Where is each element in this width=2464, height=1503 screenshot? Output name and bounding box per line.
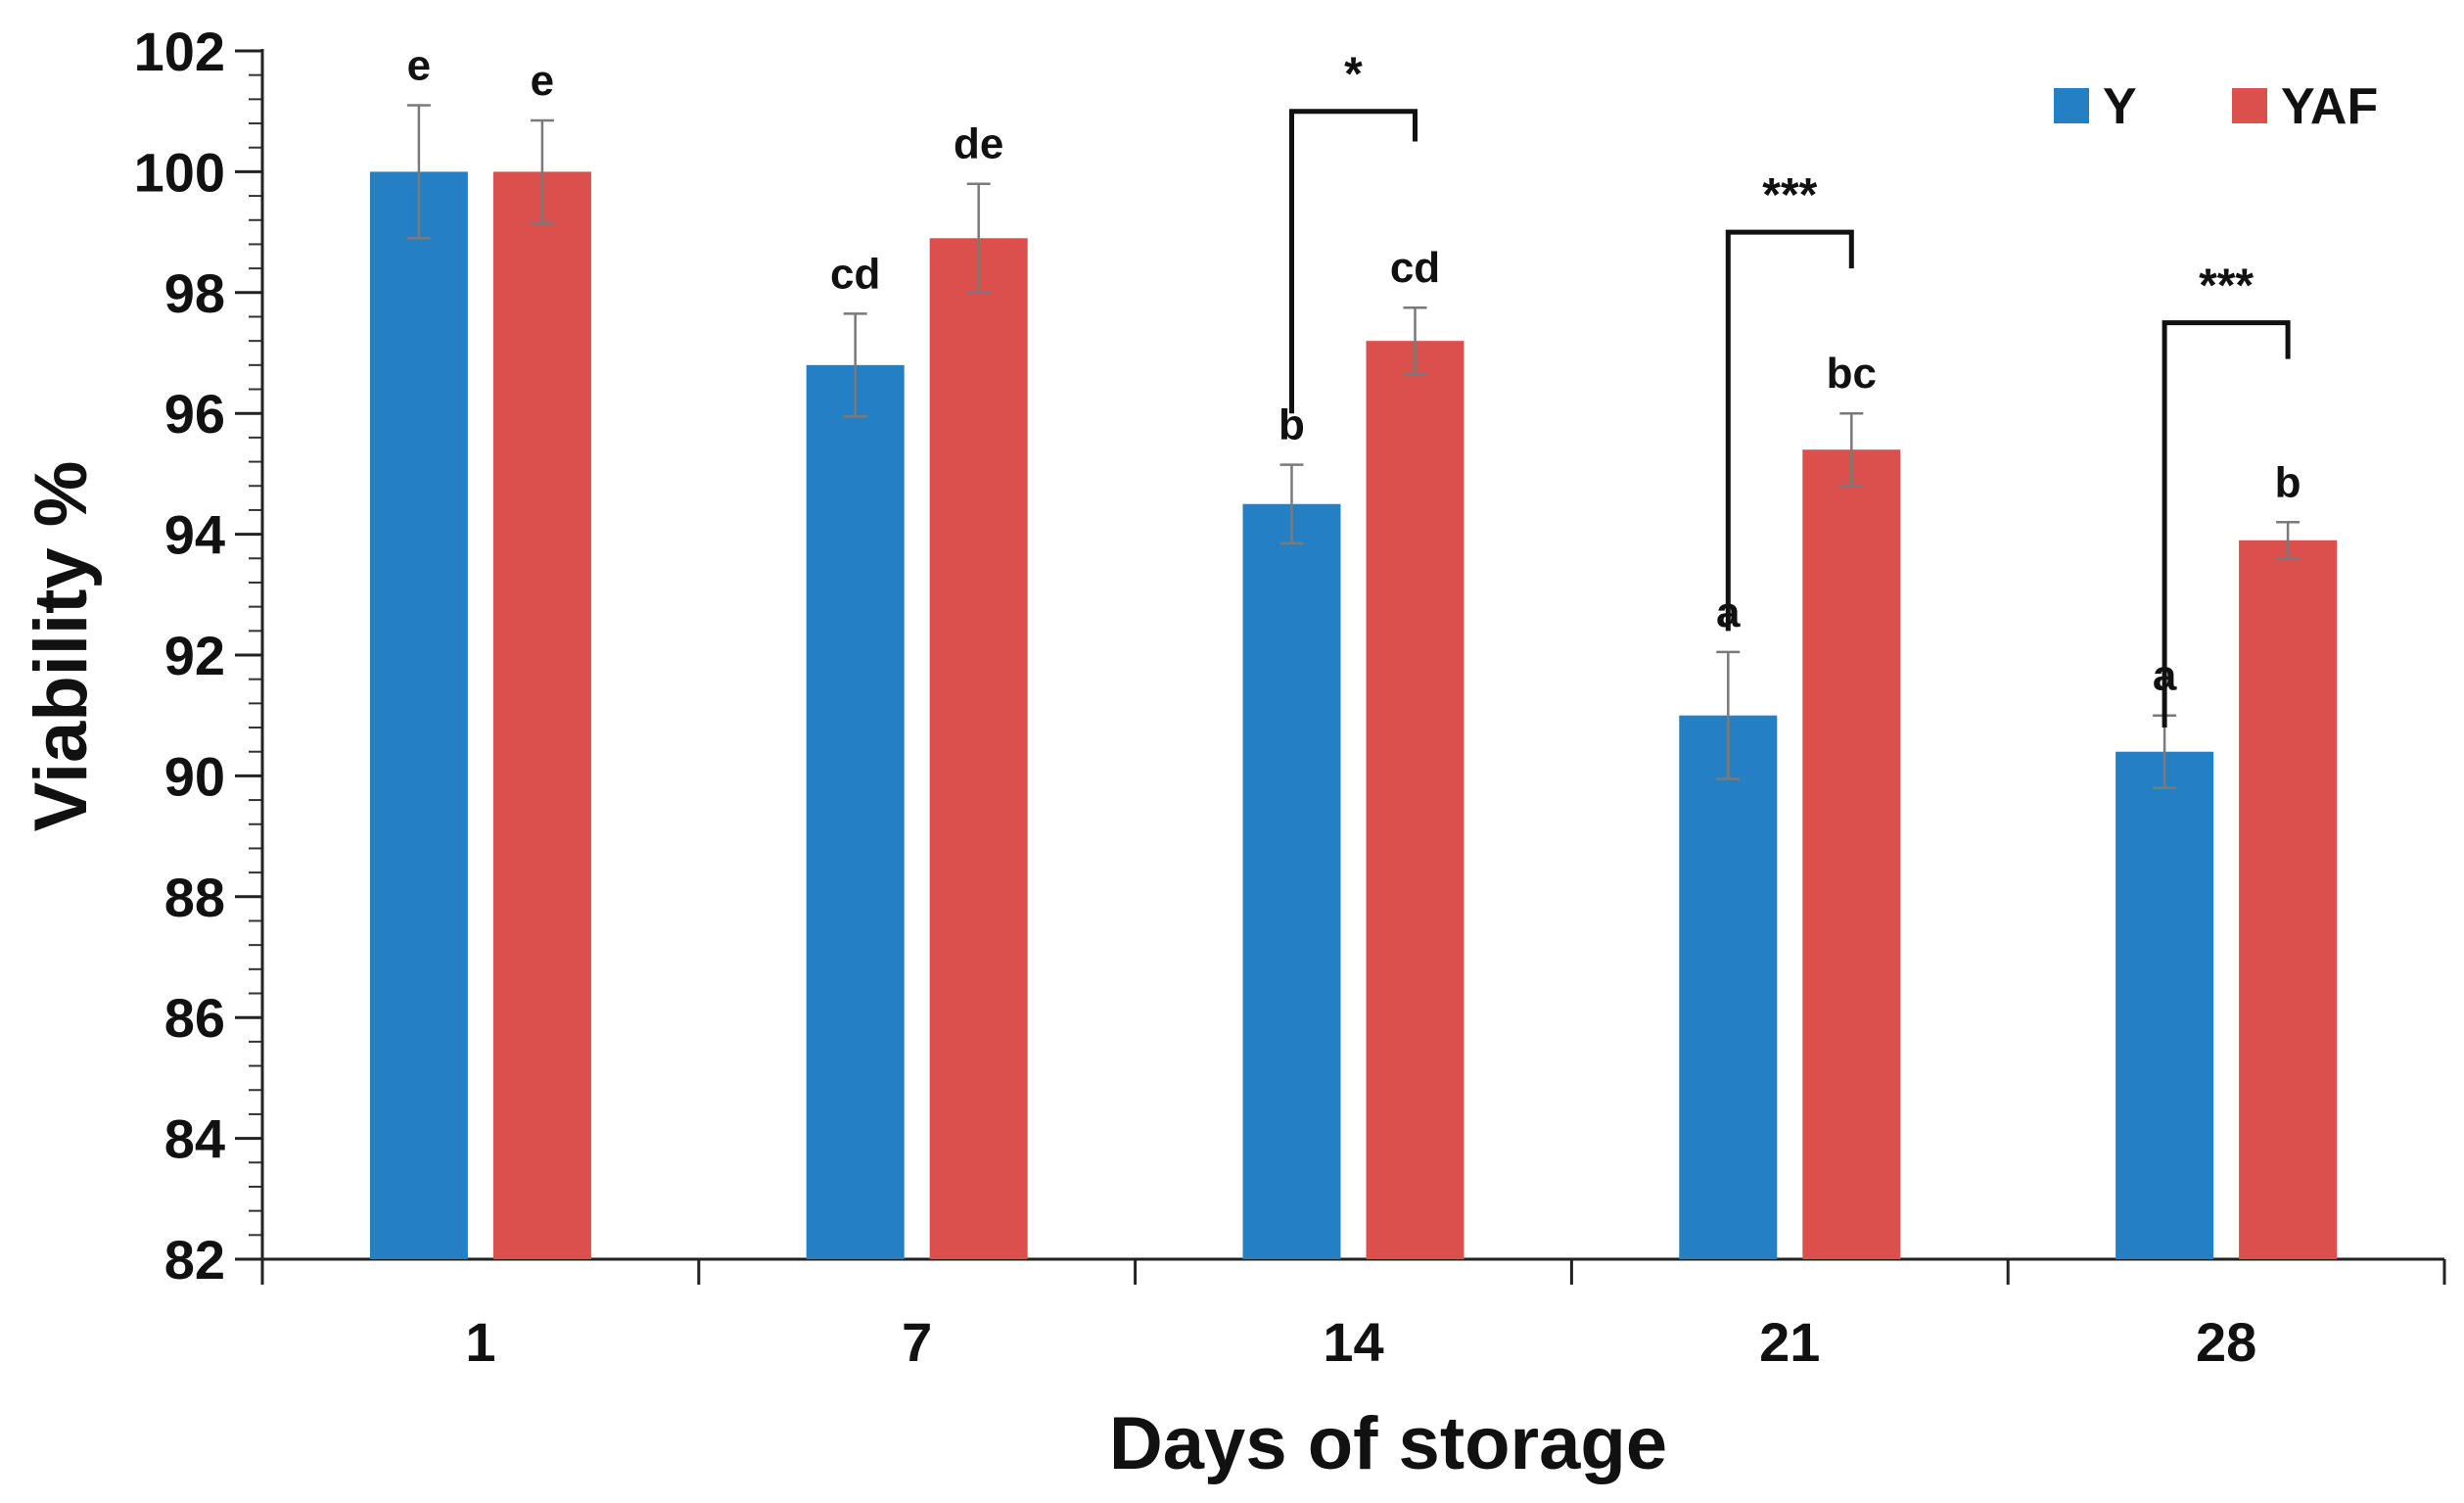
- bar-yaf-day-1: [492, 171, 591, 1259]
- y-axis-title: Viability %: [20, 461, 103, 832]
- y-tick-label: 88: [164, 867, 225, 928]
- legend-swatch-y: [2054, 88, 2089, 123]
- significance-stars: *: [1344, 49, 1363, 101]
- error-bars: [406, 104, 2301, 789]
- bar-y-day-21: [1679, 715, 1778, 1259]
- tick-labels: 82 84 86 88 90 92 94 96 98 100 102 1 7 14 21 28: [134, 21, 2257, 1373]
- significance-stars: ***: [1762, 169, 1817, 221]
- x-tick-label: 21: [1759, 1311, 1820, 1373]
- bar-yaf-day-14: [1366, 341, 1464, 1259]
- bar-yaf-day-21: [1802, 449, 1901, 1260]
- legend: Y YAF: [2054, 78, 2378, 135]
- bar-y-day-1: [369, 171, 468, 1259]
- y-tick-label: 86: [164, 987, 225, 1049]
- y-tick-label: 90: [164, 745, 225, 807]
- legend-swatch-yaf: [2232, 88, 2267, 123]
- y-tick-label: 96: [164, 383, 225, 445]
- significance-brackets: *******: [1289, 49, 2291, 728]
- significance-letter: b: [2275, 458, 2301, 506]
- y-tick-label: 100: [134, 141, 225, 203]
- y-tick-label: 98: [164, 262, 225, 324]
- significance-letter: e: [531, 57, 554, 105]
- x-tick-label: 28: [2196, 1311, 2256, 1373]
- significance-letter: e: [407, 42, 431, 90]
- significance-bracket: [1725, 229, 1854, 632]
- x-tick-label: 1: [465, 1311, 495, 1373]
- x-tick-label: 14: [1323, 1311, 1383, 1373]
- legend-label-yaf: YAF: [2281, 78, 2378, 135]
- significance-letter: de: [953, 120, 1003, 168]
- y-tick-label: 102: [134, 21, 225, 82]
- bar-y-day-14: [1242, 503, 1341, 1259]
- bar-y-day-28: [2115, 751, 2214, 1259]
- significance-bracket: [1289, 109, 1418, 414]
- bar-yaf-day-7: [929, 238, 1028, 1259]
- y-tick-label: 92: [164, 625, 225, 686]
- x-axis-title: Days of storage: [1109, 1402, 1667, 1485]
- y-tick-label: 82: [164, 1229, 225, 1291]
- bars: [369, 171, 2338, 1260]
- legend-label-y: Y: [2103, 78, 2137, 135]
- significance-stars: ***: [2199, 260, 2254, 312]
- bar-yaf-day-28: [2239, 540, 2338, 1259]
- significance-letter: cd: [830, 250, 880, 298]
- bar-y-day-7: [806, 364, 905, 1260]
- significance-bracket: [2162, 320, 2291, 728]
- significance-letter: bc: [1827, 350, 1877, 398]
- x-tick-label: 7: [902, 1311, 932, 1373]
- axes: [235, 49, 2446, 1285]
- significance-letter: cd: [1390, 244, 1440, 292]
- y-tick-label: 84: [164, 1108, 225, 1170]
- y-tick-label: 94: [164, 504, 225, 566]
